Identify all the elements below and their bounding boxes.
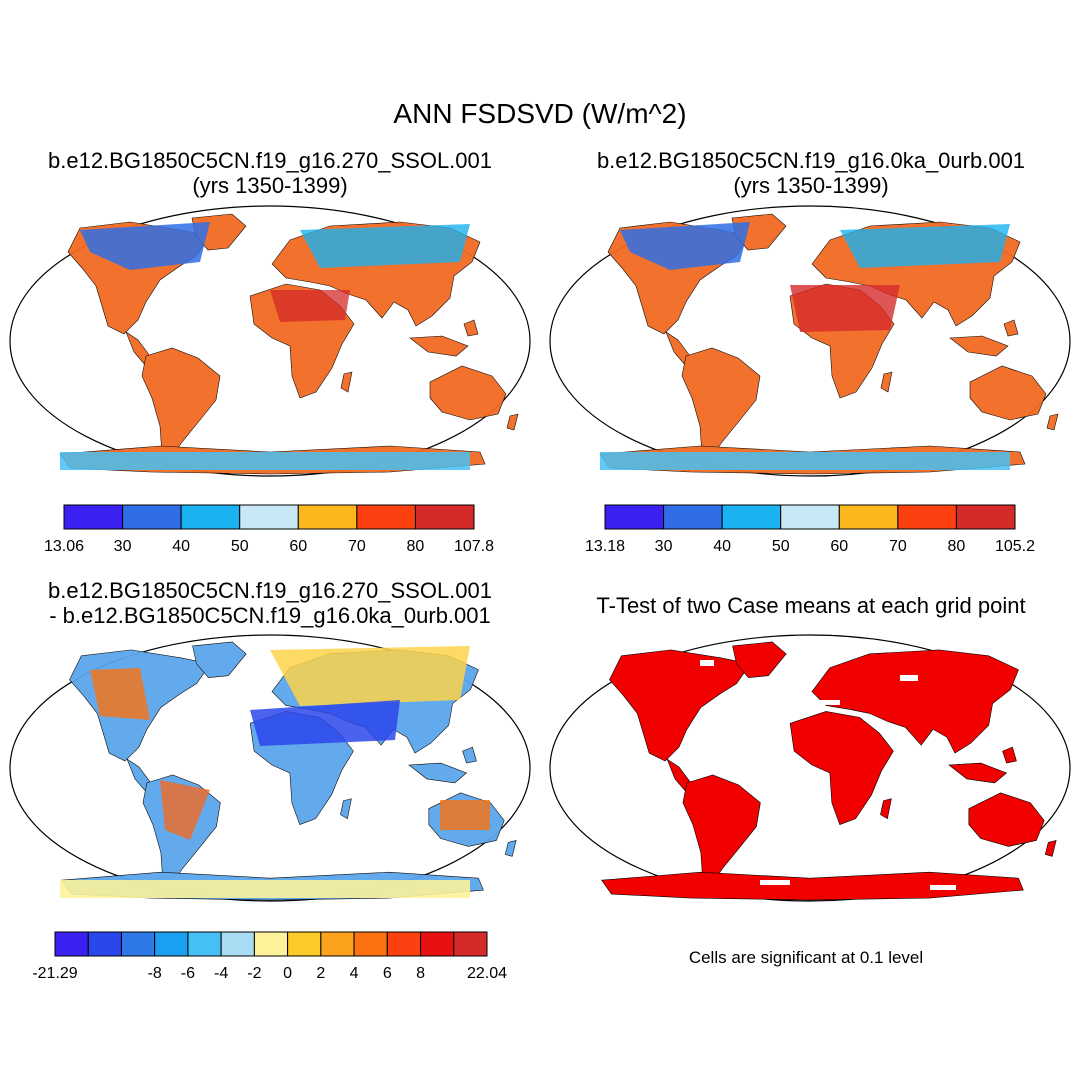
colorbar-panel2-label: 105.2 [995, 538, 1035, 555]
panel3-title: b.e12.BG1850C5CN.f19_g16.270_SSOL.001 - … [15, 578, 525, 628]
colorbar-panel2-swatch [838, 504, 899, 530]
colorbar-panel3-swatch [287, 931, 322, 957]
map-panel2 [549, 205, 1071, 477]
colorbar-panel2-label: 60 [830, 538, 848, 555]
colorbar-panel3-label: 0 [283, 965, 292, 982]
colorbar-panel3-swatch [220, 931, 255, 957]
colorbar-panel2-swatch [955, 504, 1016, 530]
colorbar-panel1-label: 30 [114, 538, 132, 555]
colorbar-panel2-label: 50 [772, 538, 790, 555]
colorbar-panel1-label: 50 [231, 538, 249, 555]
colorbar-panel1-label: 13.06 [44, 538, 84, 555]
colorbar-panel3-label: 8 [416, 965, 425, 982]
map-panel4 [549, 634, 1071, 902]
colorbar-panel3-label: -4 [214, 965, 228, 982]
colorbar-panel1-label: 107.8 [454, 538, 494, 555]
colorbar-panel1-swatch [239, 504, 299, 530]
colorbar-panel1-label: 60 [289, 538, 307, 555]
colorbar-panel3-label: 22.04 [467, 965, 507, 982]
colorbar-panel3-swatch [54, 931, 89, 957]
panel3-title-line2: - b.e12.BG1850C5CN.f19_g16.0ka_0urb.001 [49, 603, 491, 628]
colorbar-panel3-swatch [253, 931, 289, 957]
colorbar-panel3-label: 4 [350, 965, 359, 982]
colorbar-panel2: 13.18 30 40 50 60 70 80 105.2 [585, 504, 1035, 555]
colorbar-panel3: -21.29 -8 -6 -4 -2 0 2 4 6 8 22.04 [32, 931, 507, 982]
map-panel1 [9, 205, 531, 477]
panel2-title: b.e12.BG1850C5CN.f19_g16.0ka_0urb.001 (y… [556, 148, 1066, 198]
colorbar-panel1-swatch [297, 504, 358, 530]
colorbar-panel3-label: -2 [247, 965, 261, 982]
panel1-title-line1: b.e12.BG1850C5CN.f19_g16.270_SSOL.001 [48, 148, 492, 173]
colorbar-panel2-label: 13.18 [585, 538, 625, 555]
colorbar-panel2-swatch [721, 504, 782, 530]
colorbar-panel3-swatch [353, 931, 388, 957]
panel1-title: b.e12.BG1850C5CN.f19_g16.270_SSOL.001 (y… [15, 148, 525, 198]
colorbar-panel1-label: 80 [407, 538, 425, 555]
colorbar-panel3-swatch [420, 931, 455, 957]
significance-note: Cells are significant at 0.1 level [688, 948, 924, 967]
colorbar-panel1-swatch [180, 504, 241, 530]
colorbar-panel1-swatch [414, 504, 475, 530]
colorbar-panel1: 13.06 30 40 50 60 70 80 107.8 [44, 504, 494, 555]
colorbar-panel1-swatch [122, 504, 182, 530]
colorbar-panel1-label: 70 [348, 538, 366, 555]
map-panel3 [9, 634, 531, 902]
colorbar-panel3-swatch [453, 931, 488, 957]
colorbar-panel2-swatch [780, 504, 840, 530]
colorbar-panel3-label: -21.29 [32, 965, 77, 982]
panel2-title-line2: (yrs 1350-1399) [733, 173, 889, 198]
colorbar-panel1-swatch [356, 504, 416, 530]
colorbar-panel3-swatch [386, 931, 422, 957]
colorbar-panel1-swatch [63, 504, 124, 530]
colorbar-panel3-swatch [187, 931, 222, 957]
colorbar-panel3-label: 6 [383, 965, 392, 982]
main-title: ANN FSDSVD (W/m^2) [393, 98, 687, 129]
colorbar-panel1-label: 40 [172, 538, 190, 555]
colorbar-panel2-label: 40 [713, 538, 731, 555]
colorbar-panel2-swatch [897, 504, 957, 530]
panel1-title-line2: (yrs 1350-1399) [192, 173, 348, 198]
colorbar-panel3-swatch [120, 931, 156, 957]
colorbar-panel3-swatch [320, 931, 355, 957]
colorbar-panel2-label: 80 [948, 538, 966, 555]
colorbar-panel3-label: 2 [316, 965, 325, 982]
panel2-title-line1: b.e12.BG1850C5CN.f19_g16.0ka_0urb.001 [596, 148, 1026, 173]
panel3-title-line1: b.e12.BG1850C5CN.f19_g16.270_SSOL.001 [48, 578, 492, 603]
panel4-title-line1: T-Test of two Case means at each grid po… [596, 593, 1026, 618]
panel4-title: T-Test of two Case means at each grid po… [556, 593, 1066, 618]
colorbar-panel3-label: -8 [148, 965, 162, 982]
colorbar-panel3-label: -6 [181, 965, 195, 982]
colorbar-panel2-label: 70 [889, 538, 907, 555]
colorbar-panel3-swatch [154, 931, 189, 957]
colorbar-panel2-label: 30 [655, 538, 673, 555]
colorbar-panel2-swatch [604, 504, 665, 530]
colorbar-panel3-swatch [87, 931, 122, 957]
colorbar-panel2-swatch [663, 504, 723, 530]
